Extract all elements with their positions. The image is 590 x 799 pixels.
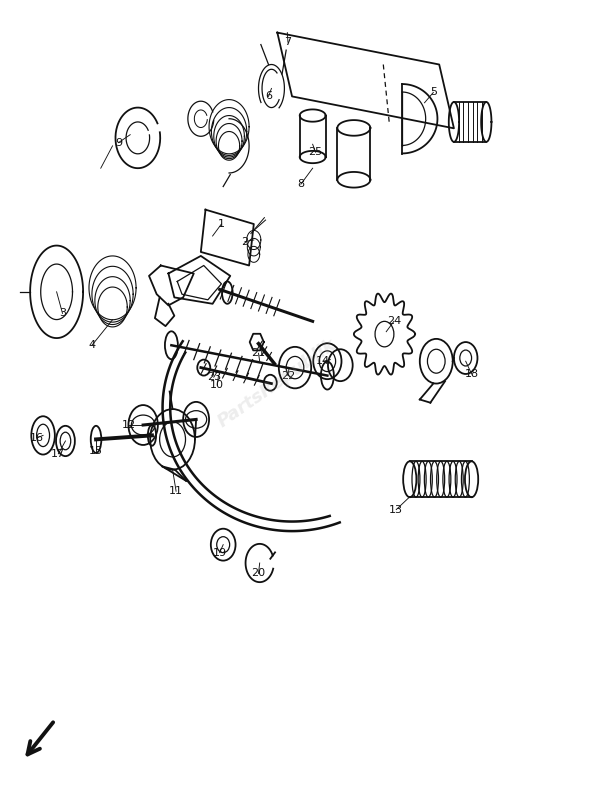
Text: PartsRepublik: PartsRepublik	[215, 336, 340, 431]
Text: 19: 19	[212, 547, 227, 558]
Text: 12: 12	[122, 420, 136, 430]
Text: 15: 15	[89, 447, 103, 456]
Text: 6: 6	[265, 91, 272, 101]
Text: 2: 2	[241, 237, 248, 247]
Text: 14: 14	[316, 356, 330, 366]
Text: 22: 22	[281, 371, 295, 380]
Text: 4: 4	[88, 340, 96, 350]
Text: 21: 21	[251, 348, 266, 358]
Text: 16: 16	[30, 433, 44, 443]
Text: 3: 3	[59, 308, 66, 318]
Text: 9: 9	[115, 137, 122, 148]
Text: 8: 8	[297, 179, 304, 189]
Text: 24: 24	[387, 316, 401, 326]
Text: 5: 5	[430, 87, 437, 97]
Text: 20: 20	[251, 568, 266, 578]
Text: 7: 7	[284, 38, 291, 47]
Text: 13: 13	[389, 505, 403, 515]
Text: 25: 25	[309, 147, 323, 157]
Text: 10: 10	[210, 380, 224, 390]
Text: 1: 1	[218, 219, 225, 229]
Text: 11: 11	[169, 487, 183, 496]
Text: 18: 18	[464, 369, 478, 379]
Text: 17: 17	[51, 449, 65, 459]
Text: 23: 23	[206, 372, 221, 382]
